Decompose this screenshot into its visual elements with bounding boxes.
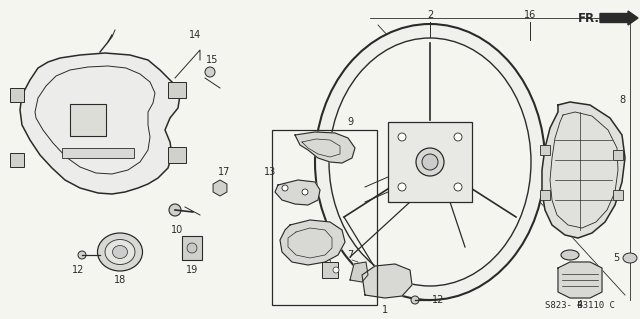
Text: 13: 13 <box>264 167 276 177</box>
Polygon shape <box>558 262 602 298</box>
Ellipse shape <box>105 240 135 264</box>
Bar <box>182 236 202 260</box>
Text: 14: 14 <box>189 30 201 40</box>
Ellipse shape <box>561 250 579 260</box>
Polygon shape <box>280 220 345 265</box>
Text: 19: 19 <box>186 265 198 275</box>
Polygon shape <box>275 180 320 205</box>
Ellipse shape <box>454 133 462 141</box>
Bar <box>168 147 186 163</box>
Ellipse shape <box>187 243 197 253</box>
Ellipse shape <box>411 296 419 304</box>
Bar <box>613 150 623 160</box>
Bar <box>168 82 186 98</box>
Ellipse shape <box>302 189 308 195</box>
Ellipse shape <box>205 67 215 77</box>
Ellipse shape <box>333 267 339 273</box>
Text: 17: 17 <box>218 167 230 177</box>
Text: 1: 1 <box>382 305 388 315</box>
Bar <box>540 190 550 200</box>
Text: 2: 2 <box>427 10 433 20</box>
Ellipse shape <box>329 38 531 286</box>
Ellipse shape <box>623 253 637 263</box>
Text: 15: 15 <box>206 55 218 65</box>
Polygon shape <box>295 132 355 163</box>
Polygon shape <box>362 264 412 298</box>
Ellipse shape <box>97 233 143 271</box>
Text: 8: 8 <box>619 95 625 105</box>
Bar <box>70 104 106 136</box>
Text: 7: 7 <box>347 250 353 260</box>
Text: S823- B3110 C: S823- B3110 C <box>545 300 615 309</box>
Bar <box>10 88 24 102</box>
Ellipse shape <box>416 148 444 176</box>
Text: FR.: FR. <box>578 11 600 25</box>
Text: 16: 16 <box>524 10 536 20</box>
Polygon shape <box>542 102 625 238</box>
Polygon shape <box>20 53 180 194</box>
Text: 6: 6 <box>562 264 568 274</box>
Ellipse shape <box>454 183 462 191</box>
Text: H: H <box>83 114 93 127</box>
Text: 11: 11 <box>312 253 324 263</box>
Text: 4: 4 <box>577 300 583 310</box>
FancyArrow shape <box>600 11 638 25</box>
Text: 12: 12 <box>432 295 444 305</box>
Bar <box>388 122 472 202</box>
Text: 18: 18 <box>114 275 126 285</box>
Ellipse shape <box>78 251 86 259</box>
Ellipse shape <box>422 154 438 170</box>
Ellipse shape <box>315 24 545 300</box>
Polygon shape <box>350 262 368 282</box>
Ellipse shape <box>113 246 127 258</box>
Bar <box>272 130 377 305</box>
Ellipse shape <box>398 183 406 191</box>
Ellipse shape <box>398 133 406 141</box>
Bar <box>10 153 24 167</box>
Text: 5: 5 <box>613 253 619 263</box>
Text: 10: 10 <box>171 225 183 235</box>
Text: 9: 9 <box>347 117 353 127</box>
Bar <box>540 145 550 155</box>
Text: 12: 12 <box>72 265 84 275</box>
Ellipse shape <box>282 185 288 191</box>
Bar <box>613 190 623 200</box>
Bar <box>62 148 134 158</box>
Bar <box>322 262 338 278</box>
Ellipse shape <box>169 204 181 216</box>
Text: 3: 3 <box>352 265 358 275</box>
